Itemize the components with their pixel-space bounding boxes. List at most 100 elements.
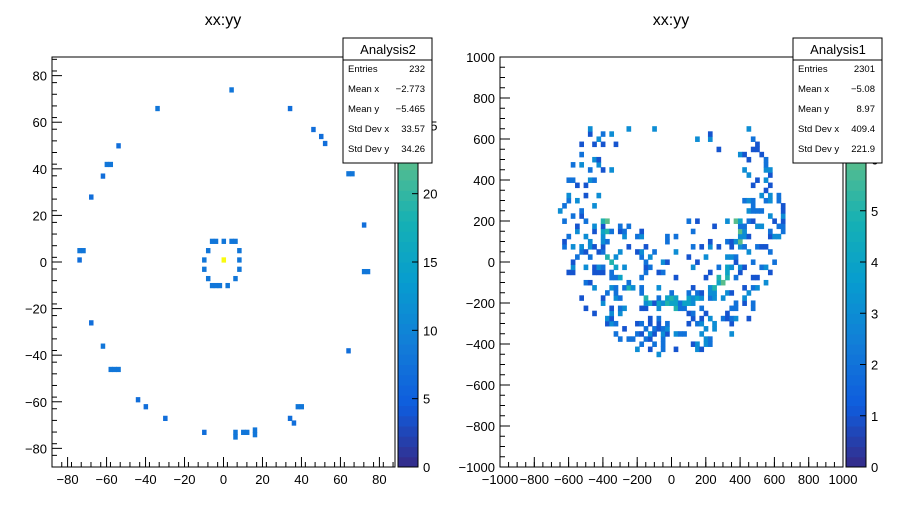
heatmap-cell-right	[746, 290, 752, 296]
heatmap-cell-right	[583, 233, 589, 240]
heatmap-cell-right	[660, 331, 666, 337]
colorbar-segment-right	[846, 180, 866, 191]
colorbar-tick-label-left: 5	[423, 392, 430, 407]
heatmap-cell-left	[252, 427, 258, 433]
heatmap-cell-right	[652, 249, 657, 255]
heatmap-cell-right	[686, 290, 692, 296]
heatmap-cell-left	[365, 268, 371, 275]
heatmap-cell-right	[575, 197, 580, 204]
heatmap-cell-right	[677, 305, 683, 312]
heatmap-cell-right	[742, 223, 747, 230]
heatmap-cell-right	[763, 279, 769, 286]
heatmap-cell-right	[707, 269, 713, 276]
heatmap-cell-right	[733, 305, 739, 312]
heatmap-cell-right	[600, 233, 606, 240]
colorbar-segment-left	[398, 303, 418, 314]
heatmap-cell-right	[707, 131, 713, 137]
y-tick-label-right: 0	[488, 255, 495, 270]
x-tick-label-right: −200	[623, 472, 652, 487]
heatmap-cell-left	[233, 275, 238, 282]
heatmap-cell-left	[202, 266, 207, 272]
heatmap-cell-right	[742, 244, 747, 250]
heatmap-cell-left	[163, 415, 168, 422]
heatmap-cell-right	[660, 346, 666, 353]
heatmap-cell-left	[311, 126, 316, 133]
heatmap-cell-right	[613, 295, 619, 301]
heatmap-cell-right	[562, 244, 567, 250]
heatmap-cell-right	[767, 172, 773, 178]
heatmap-cell-left	[287, 105, 293, 112]
heatmap-cell-right	[575, 223, 580, 230]
heatmap-cell-right	[609, 315, 615, 322]
heatmap-cell-right	[746, 126, 752, 132]
heatmap-cell-right	[635, 346, 640, 353]
heatmap-cell-right	[617, 305, 623, 312]
heatmap-cell-left	[237, 257, 242, 263]
heatmap-cell-right	[759, 264, 765, 271]
heatmap-cell-right	[742, 151, 747, 158]
heatmap-cell-right	[780, 213, 786, 219]
heatmap-cell-right	[780, 223, 786, 230]
heatmap-cell-right	[596, 156, 602, 163]
heatmap-cell-right	[686, 300, 692, 306]
y-tick-label-right: 600	[473, 132, 495, 147]
heatmap-cell-right	[707, 238, 713, 245]
heatmap-cell-right	[707, 341, 713, 347]
heatmap-cell-right	[656, 295, 662, 301]
colorbar-segment-right	[846, 436, 866, 447]
heatmap-cell-right	[660, 269, 666, 276]
heatmap-cell-right	[609, 167, 615, 173]
heatmap-cell-right	[686, 254, 692, 260]
heatmap-cell-right	[609, 320, 615, 327]
heatmap-cell-right	[686, 218, 692, 224]
heatmap-cell-right	[613, 264, 619, 271]
heatmap-cell-right	[600, 244, 606, 250]
chart-title-right: xx:yy	[653, 12, 689, 29]
x-tick-label-left: −40	[135, 472, 157, 487]
heatmap-cell-left	[116, 143, 121, 149]
colorbar-segment-right	[846, 364, 866, 376]
heatmap-cell-right	[699, 244, 705, 250]
heatmap-cell-right	[665, 320, 670, 327]
heatmap-cell-right	[596, 249, 602, 255]
heatmap-cell-right	[639, 233, 645, 240]
heatmap-cell-right	[759, 223, 765, 230]
heatmap-cell-right	[613, 254, 619, 260]
stats-value-left: 33.57	[401, 124, 425, 135]
chart-title-left: xx:yy	[205, 12, 241, 29]
heatmap-cell-right	[750, 208, 756, 214]
heatmap-cell-right	[617, 310, 623, 317]
colorbar-segment-left	[398, 292, 418, 304]
heatmap-cell-left	[287, 415, 293, 422]
heatmap-cell-right	[720, 315, 726, 322]
heatmap-cell-right	[605, 238, 610, 245]
colorbar-segment-right	[846, 169, 866, 181]
colorbar-segment-left	[398, 436, 418, 447]
colorbar-segment-right	[846, 241, 866, 253]
heatmap-cell-right	[750, 146, 756, 153]
heatmap-cell-right	[570, 177, 576, 183]
colorbar-segment-right	[846, 292, 866, 304]
heatmap-cell-right	[660, 341, 666, 347]
x-tick-label-right: −400	[588, 472, 617, 487]
heatmap-cell-right	[575, 228, 580, 235]
y-tick-label-right: −400	[466, 337, 495, 352]
heatmap-cell-right	[716, 244, 722, 250]
heatmap-cell-right	[755, 141, 760, 148]
colorbar-tick-label-right: 1	[871, 409, 878, 424]
heatmap-cell-right	[643, 269, 649, 276]
heatmap-cell-right	[570, 259, 576, 265]
heatmap-cell-right	[600, 218, 606, 224]
heatmap-cell-right	[703, 341, 709, 347]
heatmap-cell-right	[767, 167, 773, 173]
heatmap-cell-right	[725, 290, 730, 296]
stats-title-left: Analysis2	[360, 42, 416, 57]
heatmap-cell-right	[617, 223, 623, 230]
colorbar-segment-left	[398, 231, 418, 242]
heatmap-cell-right	[695, 346, 700, 353]
heatmap-cell-right	[733, 274, 739, 281]
heatmap-cell-right	[695, 136, 700, 142]
colorbar-segment-right	[846, 210, 866, 222]
stats-value-right: 221.9	[851, 144, 875, 155]
